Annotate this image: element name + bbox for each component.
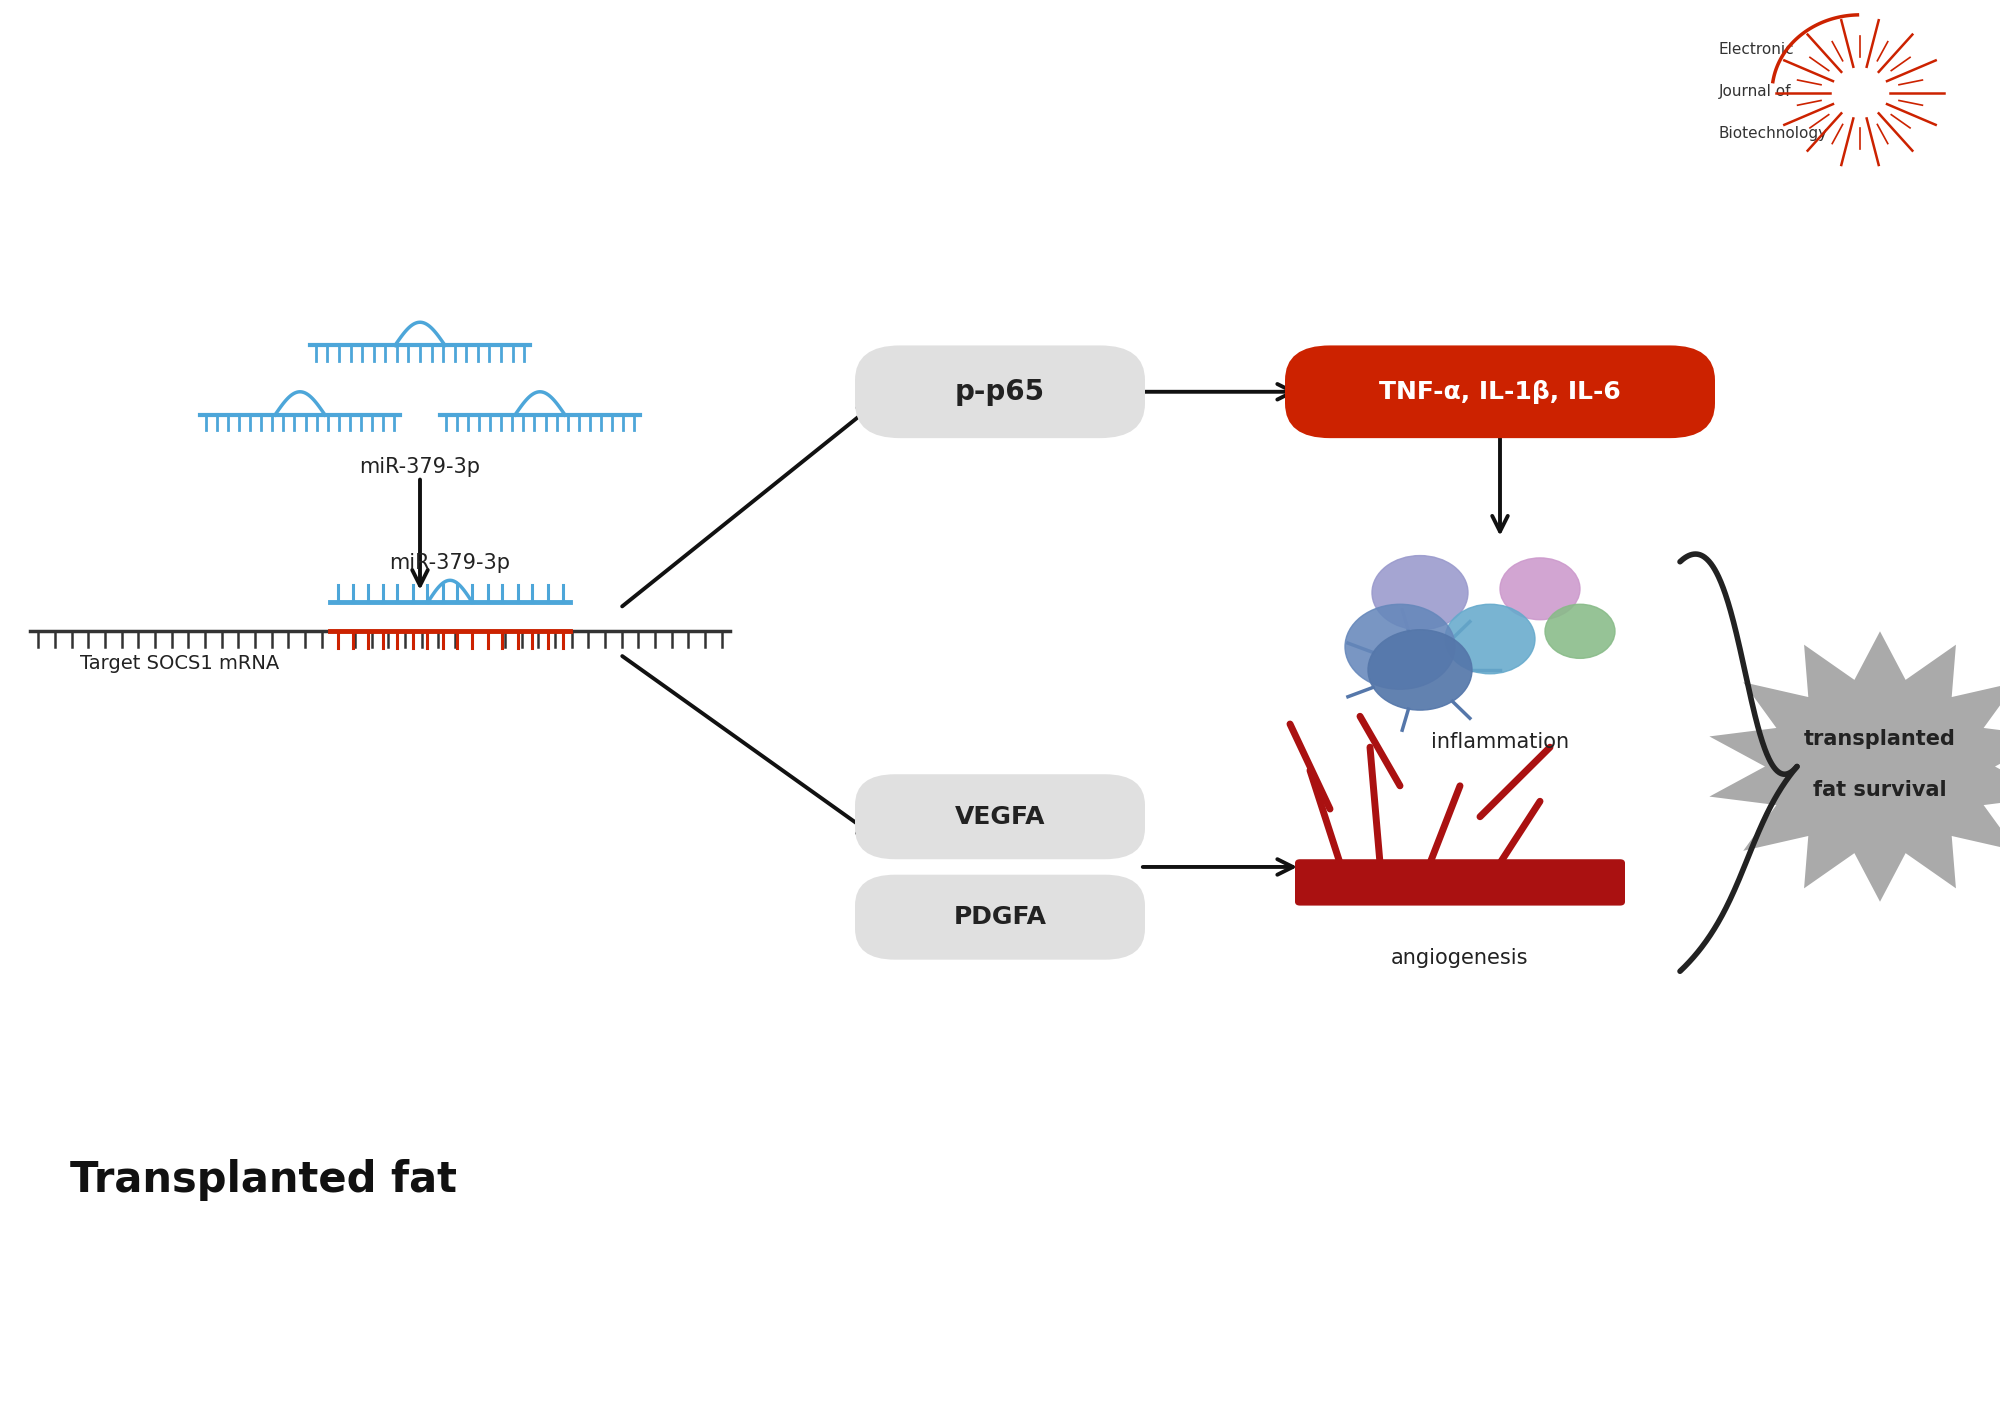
- Text: Electronic: Electronic: [1718, 42, 1794, 57]
- Text: miR-379-3p: miR-379-3p: [390, 553, 510, 573]
- Text: inflammation: inflammation: [1430, 732, 1570, 752]
- Text: transplanted: transplanted: [1804, 730, 1956, 749]
- Text: PDGFA: PDGFA: [954, 905, 1046, 929]
- FancyBboxPatch shape: [1296, 860, 1624, 905]
- Text: miR-379-3p: miR-379-3p: [360, 458, 480, 478]
- Circle shape: [1544, 604, 1616, 659]
- Text: p-p65: p-p65: [954, 378, 1046, 406]
- Text: VEGFA: VEGFA: [954, 805, 1046, 829]
- Circle shape: [1500, 559, 1580, 619]
- Circle shape: [1372, 556, 1468, 629]
- Circle shape: [1344, 604, 1456, 689]
- Circle shape: [1444, 604, 1536, 674]
- FancyBboxPatch shape: [854, 345, 1144, 438]
- Text: Zhu J et al. https://doi.org/10.1016/j.ejbt.2023.11.001: Zhu J et al. https://doi.org/10.1016/j.e…: [150, 1365, 596, 1383]
- Text: fat survival: fat survival: [1814, 779, 1946, 800]
- Text: angiogenesis: angiogenesis: [1392, 947, 1528, 969]
- Text: Transplanted fat: Transplanted fat: [70, 1159, 456, 1200]
- Text: Journal of: Journal of: [1718, 83, 1790, 99]
- Polygon shape: [1710, 631, 2000, 902]
- Text: miR-379-3p inhibits fat grafting survival and angiogenesis: miR-379-3p inhibits fat grafting surviva…: [50, 86, 1332, 124]
- Text: BmiR-379-3p inhibits fat grafting survival and angiogenesis by targeting SOCS1-m: BmiR-379-3p inhibits fat grafting surviv…: [150, 1312, 1082, 1331]
- Text: Biotechnology: Biotechnology: [1718, 126, 1828, 141]
- FancyBboxPatch shape: [1284, 345, 1714, 438]
- Circle shape: [1368, 629, 1472, 710]
- FancyBboxPatch shape: [854, 775, 1144, 860]
- Text: TNF-α, IL-1β, IL-6: TNF-α, IL-1β, IL-6: [1380, 380, 1620, 404]
- Text: Target SOCS1 mRNA: Target SOCS1 mRNA: [80, 655, 280, 673]
- FancyBboxPatch shape: [854, 875, 1144, 960]
